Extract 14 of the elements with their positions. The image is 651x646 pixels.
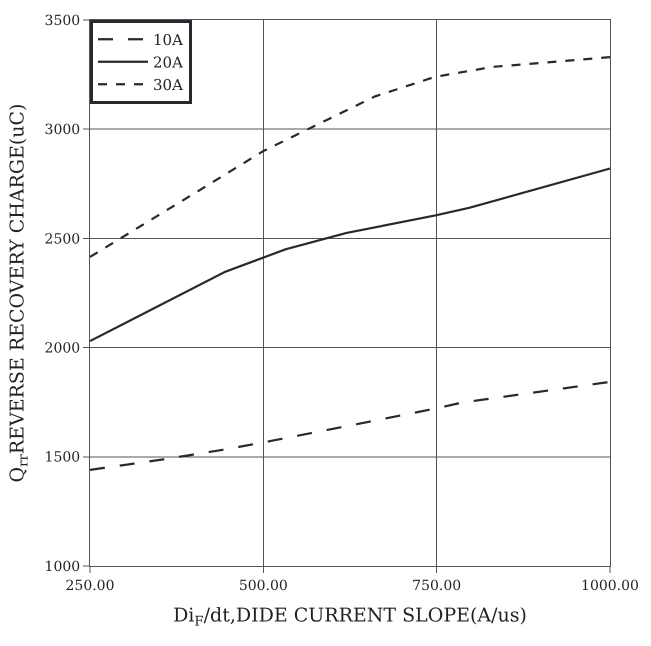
legend-label: 10A — [153, 31, 184, 50]
y-tick-label: 2500 — [44, 231, 80, 248]
x-tick-label: 500.00 — [238, 578, 288, 594]
x-tick-label: 750.00 — [412, 578, 462, 594]
legend-label: 20A — [153, 54, 184, 72]
legend-label: 30A — [153, 76, 184, 94]
x-tick-label: 1000.00 — [581, 578, 639, 594]
x-tick-label: 250.00 — [66, 578, 114, 594]
y-tick-label: 1500 — [44, 450, 80, 466]
y-tick-label: 3500 — [44, 12, 80, 29]
y-tick-label: 2000 — [44, 340, 80, 356]
y-tick-label: 1000 — [44, 558, 80, 575]
x-axis-title: Di$_{F}$/dt,DIDE CURRENT SLOPE(A/us) — [173, 604, 527, 630]
y-tick-label: 3000 — [44, 122, 80, 138]
